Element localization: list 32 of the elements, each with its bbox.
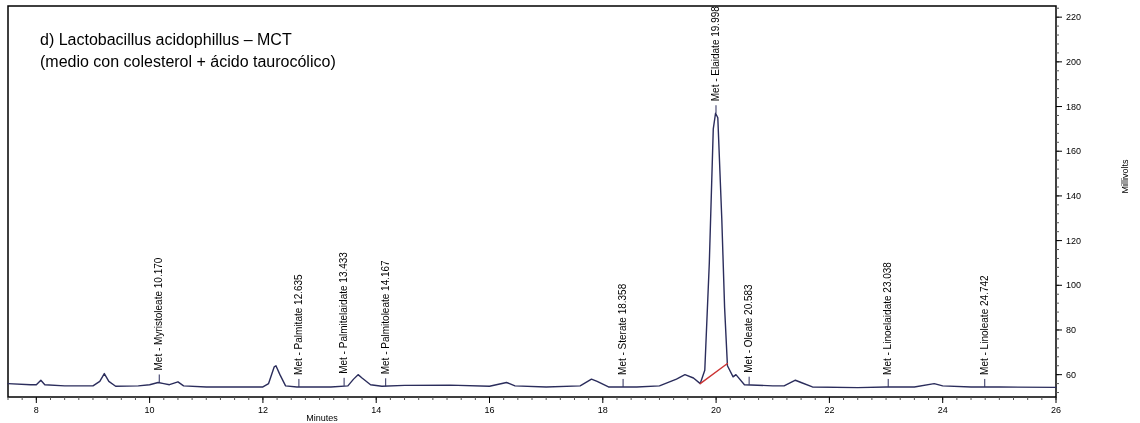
x-tick-label: 20 [711,405,722,415]
annotation: Met - Elaidate 19.998 [709,5,721,102]
x-tick-label: 26 [1050,405,1062,415]
y-axis-title: Millivolts [1120,159,1130,194]
x-axis-title: Minutes [306,413,339,423]
x-tick-label: 8 [33,405,39,415]
annotation: Met - Linoelaidate 23.038 [882,261,894,375]
y-tick-label: 160 [1066,146,1082,157]
x-tick-label: 10 [144,405,155,415]
text: d) Lactobacillus acidophillus – MCT [40,31,292,48]
x-tick-label: 12 [257,405,268,415]
annotation: Met - Oleate 20.583 [743,283,755,373]
x-tick-label: 14 [371,405,382,415]
y-tick-label: 80 [1066,325,1077,336]
annotation: Met - Linoleate 24.742 [978,275,990,375]
y-tick-label: 100 [1066,280,1082,291]
y-tick-label: 200 [1066,57,1082,68]
y-tick-label: 220 [1066,12,1082,23]
x-tick-label: 16 [484,405,495,415]
annotation: Met - Myristoleate 10.170 [153,257,165,371]
annotation: Met - Palmitate 12.635 [292,273,304,375]
x-tick-label: 18 [597,405,608,415]
annotation: Met - Palmitelaidate 13.433 [338,251,350,374]
y-tick-label: 180 [1066,101,1082,112]
x-tick-label: 22 [824,405,835,415]
x-tick-label: 24 [937,405,948,415]
text: (medio con colesterol + ácido taurocólico) [40,53,336,70]
annotation: Met - Sterate 18.358 [617,283,629,375]
y-tick-label: 60 [1066,369,1077,380]
annotation: Met - Palmitoleate 14.167 [379,259,391,375]
y-tick-label: 120 [1066,235,1082,246]
y-tick-label: 140 [1066,191,1082,202]
